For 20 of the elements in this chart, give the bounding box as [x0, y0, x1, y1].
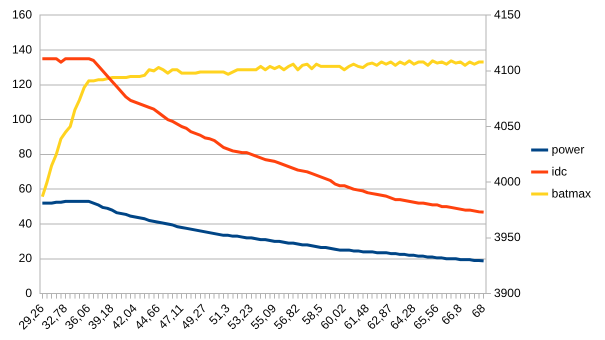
y-tick-label: 0	[25, 286, 32, 300]
y2-tick-label: 4050	[494, 118, 521, 133]
y-tick-label: 60	[18, 182, 32, 196]
y-tick-label: 140	[12, 42, 32, 56]
y-tick-label: 120	[12, 77, 32, 92]
legend-label: idc	[552, 164, 567, 178]
x-tick-label: 66,8	[438, 301, 466, 328]
y-tick-label: 80	[18, 146, 32, 161]
legend-label: batmax	[552, 186, 592, 200]
y-tick-label: 160	[12, 8, 32, 22]
y2-tick-label: 4150	[494, 8, 521, 22]
y2-tick-label: 4000	[494, 174, 521, 189]
legend-label: power	[552, 142, 584, 156]
x-tick-label: 68	[468, 301, 488, 321]
y-tick-label: 40	[18, 216, 32, 230]
y2-tick-label: 4100	[494, 63, 521, 78]
y-tick-label: 100	[12, 112, 32, 126]
y2-tick-label: 3900	[494, 286, 521, 300]
y2-tick-label: 3950	[494, 230, 521, 244]
y-tick-label: 20	[18, 251, 32, 266]
